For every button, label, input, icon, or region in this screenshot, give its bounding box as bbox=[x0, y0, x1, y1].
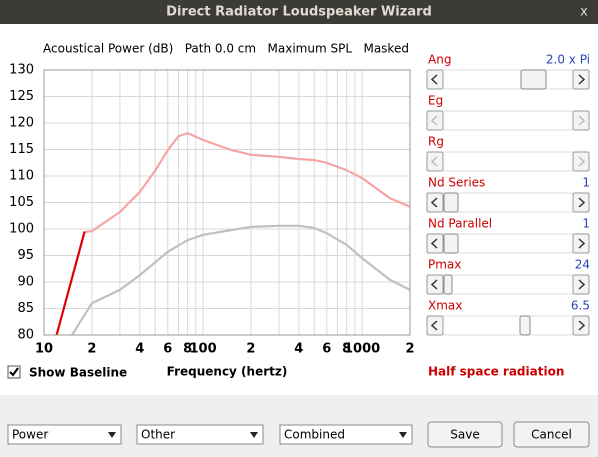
button[interactable] bbox=[427, 421, 503, 448]
button[interactable] bbox=[513, 421, 590, 448]
x-tick-label: 2 bbox=[405, 342, 414, 357]
scroll-button[interactable] bbox=[426, 274, 444, 295]
scroll-button[interactable] bbox=[426, 315, 444, 336]
param-label: Pmax bbox=[428, 258, 461, 272]
checkbox-label[interactable]: Show Baseline bbox=[29, 366, 127, 380]
checkmark bbox=[9, 367, 19, 377]
x-tick-label: 6 bbox=[163, 342, 172, 357]
scroll-arrow bbox=[430, 320, 438, 331]
dropdown-arrow bbox=[250, 432, 258, 438]
scroll-thumb[interactable] bbox=[443, 192, 459, 213]
scroll-arrow bbox=[578, 115, 586, 126]
chart-title: Acoustical Power (dB) Path 0.0 cm Maximu… bbox=[43, 42, 409, 56]
scroll-button[interactable] bbox=[426, 192, 444, 213]
y-tick-label: 90 bbox=[17, 275, 34, 290]
y-tick-label: 120 bbox=[9, 116, 34, 131]
plot-border bbox=[43, 69, 411, 336]
close-button[interactable]: x bbox=[580, 5, 588, 20]
dropdown-arrow bbox=[108, 432, 116, 438]
scroll-button[interactable] bbox=[426, 233, 444, 254]
param-label: Rg bbox=[428, 135, 444, 149]
scroll-button[interactable] bbox=[426, 110, 444, 131]
scroll-thumb[interactable] bbox=[520, 69, 547, 90]
scroll-thumb[interactable] bbox=[443, 274, 453, 295]
param-label: Ang bbox=[428, 53, 451, 67]
y-tick-label: 85 bbox=[17, 301, 34, 316]
scroll-arrow bbox=[578, 320, 586, 331]
param-label: Eg bbox=[428, 94, 443, 108]
scrollbar[interactable] bbox=[426, 151, 590, 172]
y-tick-label: 80 bbox=[17, 328, 34, 343]
param-label: Nd Parallel bbox=[428, 217, 492, 231]
dropdown[interactable] bbox=[136, 424, 264, 445]
y-tick-label: 115 bbox=[9, 142, 34, 157]
window-title: Direct Radiator Loudspeaker Wizard bbox=[166, 5, 432, 20]
scroll-arrow bbox=[430, 156, 438, 167]
dropdown[interactable] bbox=[279, 424, 413, 445]
param-label: Xmax bbox=[428, 299, 462, 313]
scrollbar[interactable] bbox=[426, 315, 590, 336]
dropdown-value: Other bbox=[141, 428, 175, 442]
scroll-thumb[interactable] bbox=[519, 315, 531, 336]
scroll-arrow bbox=[430, 115, 438, 126]
scroll-arrow bbox=[578, 156, 586, 167]
radiation-label: Half space radiation bbox=[428, 365, 564, 379]
scroll-button[interactable] bbox=[572, 233, 590, 254]
x-tick-label: 10 bbox=[35, 342, 53, 357]
x-tick-label: 1000 bbox=[344, 342, 380, 357]
y-tick-label: 125 bbox=[9, 89, 34, 104]
curve bbox=[55, 231, 86, 336]
scrollbar[interactable] bbox=[426, 110, 590, 131]
y-tick-label: 110 bbox=[9, 169, 34, 184]
x-tick-label: 2 bbox=[87, 342, 96, 357]
scrollbar[interactable] bbox=[426, 69, 590, 90]
scroll-arrow bbox=[578, 238, 586, 249]
param-value: 1 bbox=[582, 176, 590, 190]
curve bbox=[71, 224, 411, 336]
x-tick-label: 6 bbox=[322, 342, 331, 357]
scroll-button[interactable] bbox=[572, 151, 590, 172]
scroll-button[interactable] bbox=[572, 69, 590, 90]
x-tick-label: 4 bbox=[135, 342, 144, 357]
scroll-arrow bbox=[578, 197, 586, 208]
scroll-button[interactable] bbox=[572, 110, 590, 131]
param-label: Nd Series bbox=[428, 176, 485, 190]
scroll-arrow bbox=[578, 74, 586, 85]
x-tick-label: 8 bbox=[183, 342, 192, 357]
param-value: 24 bbox=[575, 258, 590, 272]
scroll-button[interactable] bbox=[572, 274, 590, 295]
param-value: 1 bbox=[582, 217, 590, 231]
scroll-arrow bbox=[430, 238, 438, 249]
button-label[interactable]: Cancel bbox=[531, 428, 572, 442]
scroll-button[interactable] bbox=[572, 315, 590, 336]
scroll-button[interactable] bbox=[572, 192, 590, 213]
x-tick-label: 2 bbox=[246, 342, 255, 357]
scroll-button[interactable] bbox=[426, 69, 444, 90]
dropdown-value: Combined bbox=[284, 428, 345, 442]
y-tick-label: 95 bbox=[17, 248, 34, 263]
scroll-arrow bbox=[430, 74, 438, 85]
x-axis-label: Frequency (hertz) bbox=[167, 365, 288, 379]
x-tick-label: 8 bbox=[342, 342, 351, 357]
x-tick-label: 100 bbox=[189, 342, 216, 357]
scroll-thumb[interactable] bbox=[443, 233, 459, 254]
y-tick-label: 105 bbox=[9, 195, 34, 210]
y-tick-label: 100 bbox=[9, 222, 34, 237]
y-tick-label: 130 bbox=[9, 63, 34, 78]
curve bbox=[83, 131, 411, 234]
title-bar bbox=[0, 0, 598, 24]
param-value: 6.5 bbox=[571, 299, 590, 313]
button-label[interactable]: Save bbox=[450, 428, 479, 442]
param-value: 2.0 x Pi bbox=[546, 53, 590, 67]
scroll-arrow bbox=[578, 279, 586, 290]
scroll-arrow bbox=[430, 197, 438, 208]
dropdown-value: Power bbox=[12, 428, 48, 442]
scroll-arrow bbox=[430, 279, 438, 290]
dropdown-arrow bbox=[399, 432, 407, 438]
dropdown[interactable] bbox=[7, 424, 122, 445]
x-tick-label: 4 bbox=[294, 342, 303, 357]
scroll-button[interactable] bbox=[426, 151, 444, 172]
